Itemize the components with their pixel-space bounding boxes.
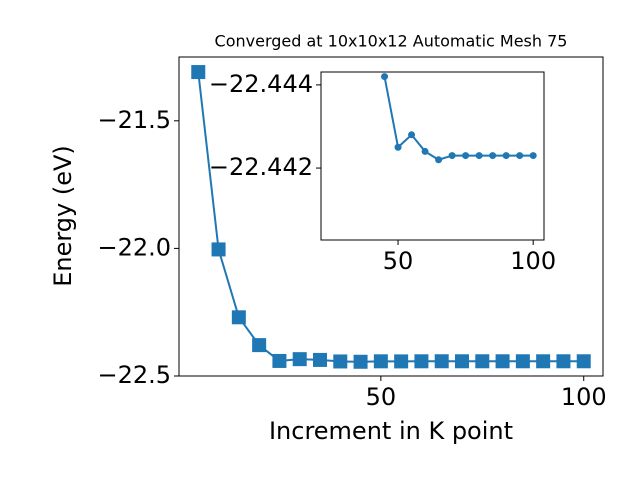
x-tick-label: 100 (561, 383, 607, 411)
marker (292, 352, 307, 367)
x-tick-label: 50 (366, 383, 397, 411)
marker (211, 242, 226, 257)
marker (434, 354, 449, 369)
y-tick-label: −22.0 (97, 233, 171, 261)
x-axis-label: Increment in K point (269, 417, 513, 445)
marker (231, 310, 246, 325)
chart-title: Converged at 10x10x12 Automatic Mesh 75 (215, 32, 568, 51)
marker (353, 354, 368, 369)
marker (408, 131, 416, 139)
marker (495, 354, 510, 369)
marker (421, 147, 429, 155)
marker (381, 73, 389, 81)
marker (536, 354, 551, 369)
marker (394, 354, 409, 369)
marker (312, 352, 327, 367)
y-tick-label: −22.5 (97, 361, 171, 389)
marker (529, 152, 537, 160)
y-tick-label: −22.444 (209, 70, 313, 98)
marker (191, 65, 206, 80)
marker (272, 353, 287, 368)
y-tick-label: −22.442 (209, 153, 313, 181)
marker (394, 143, 402, 151)
marker (448, 152, 456, 160)
series-line (383, 76, 534, 161)
marker (576, 354, 591, 369)
marker (414, 354, 429, 369)
marker (475, 152, 483, 160)
x-tick-label: 50 (383, 247, 414, 275)
marker (455, 354, 470, 369)
marker (475, 354, 490, 369)
marker (516, 152, 524, 160)
y-tick-label: −21.5 (97, 106, 171, 134)
marker (435, 156, 443, 164)
marker (462, 152, 470, 160)
x-tick-label: 100 (510, 247, 556, 275)
marker (502, 152, 510, 160)
marker (556, 354, 571, 369)
y-axis-label: Energy (eV) (49, 145, 77, 287)
marker (515, 354, 530, 369)
marker (489, 152, 497, 160)
plot-frame (178, 56, 604, 377)
marker (252, 338, 267, 353)
plot-frame (320, 71, 545, 241)
marker (333, 354, 348, 369)
marker (373, 354, 388, 369)
